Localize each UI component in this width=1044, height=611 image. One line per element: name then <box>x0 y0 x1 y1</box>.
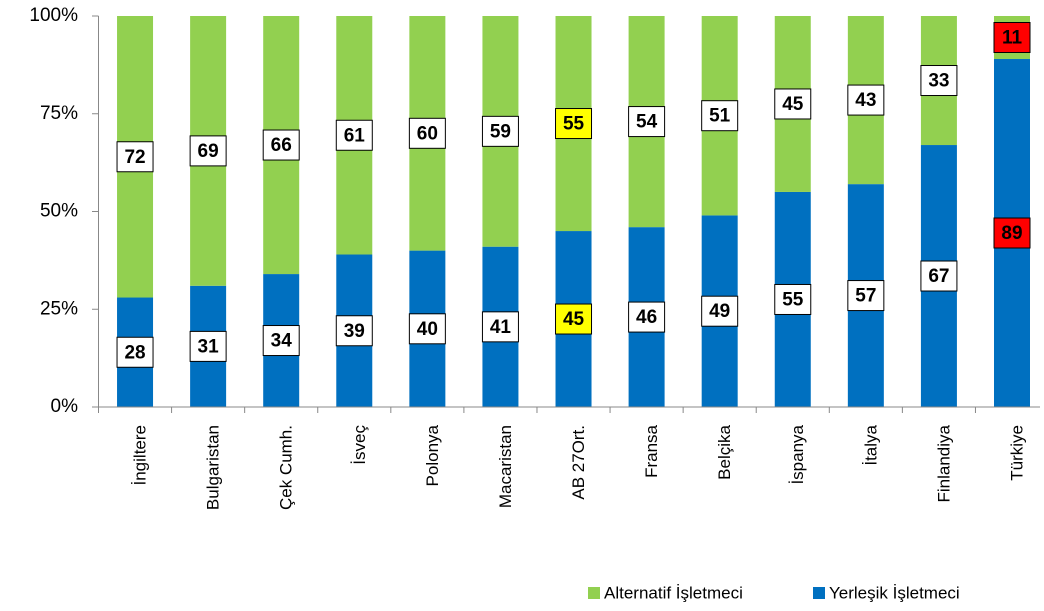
legend-label: Alternatif İşletmeci <box>604 583 743 602</box>
legend-label: Yerleşik İşletmeci <box>829 583 960 602</box>
data-label: 89 <box>1001 223 1022 244</box>
data-label: 33 <box>928 71 949 92</box>
data-label-box <box>189 330 227 362</box>
data-label-box <box>920 65 958 97</box>
data-label-box <box>408 313 446 345</box>
data-label: 59 <box>490 121 511 142</box>
data-label: 41 <box>490 317 512 338</box>
data-label-box <box>481 115 519 147</box>
x-tick-label: Bulgaristan <box>204 425 223 510</box>
data-label: 31 <box>198 336 220 357</box>
data-label-box <box>701 100 739 132</box>
data-label-box <box>920 260 958 292</box>
data-label-box <box>408 117 446 149</box>
y-tick-label: 25% <box>40 298 78 319</box>
data-label: 46 <box>636 307 657 328</box>
data-label-box <box>189 135 227 167</box>
x-tick-label: AB 27Ort. <box>569 425 588 500</box>
x-tick-label: Belçika <box>715 424 734 479</box>
data-label: 39 <box>344 321 365 342</box>
x-tick-label: İspanya <box>788 424 807 484</box>
data-label: 55 <box>782 289 804 310</box>
data-label: 69 <box>198 141 219 162</box>
y-tick-label: 50% <box>40 201 78 222</box>
data-label-box <box>116 336 154 368</box>
data-label-box <box>555 303 593 335</box>
x-tick-label: Fransa <box>642 424 661 477</box>
data-label-box <box>701 295 739 327</box>
data-label: 54 <box>636 112 658 133</box>
data-label-box <box>262 325 300 357</box>
data-label: 61 <box>344 125 366 146</box>
data-label-box <box>555 108 593 140</box>
data-label: 55 <box>563 114 585 135</box>
data-label: 49 <box>709 301 730 322</box>
data-label: 60 <box>417 123 438 144</box>
x-tick-label: Polonya <box>423 424 442 486</box>
data-label-box <box>262 129 300 161</box>
data-label: 57 <box>855 286 876 307</box>
x-tick-label: İngiltere <box>131 425 150 485</box>
x-tick-label: Çek Cumh. <box>277 425 296 510</box>
data-label-box <box>335 315 373 347</box>
data-label: 40 <box>417 319 438 340</box>
data-label: 51 <box>709 106 731 127</box>
data-label: 67 <box>928 266 949 287</box>
data-label-box <box>993 217 1031 249</box>
data-label: 72 <box>124 147 145 168</box>
data-label-box <box>335 119 373 151</box>
data-label-box <box>628 106 666 138</box>
data-label: 28 <box>124 342 145 363</box>
x-tick-label: İtalya <box>861 424 880 465</box>
data-label-box <box>847 84 885 116</box>
data-label: 34 <box>271 331 293 352</box>
data-label-box <box>628 301 666 333</box>
data-label: 45 <box>563 309 585 330</box>
data-label-box <box>847 280 885 312</box>
data-label-box <box>774 283 812 315</box>
data-label-box <box>116 141 154 173</box>
y-tick-label: 0% <box>51 396 79 417</box>
y-tick-label: 75% <box>40 103 78 124</box>
legend-swatch <box>588 587 600 599</box>
x-tick-label: Türkiye <box>1007 425 1026 481</box>
data-label-box <box>993 22 1031 54</box>
data-label: 11 <box>1002 28 1023 49</box>
x-tick-label: Finlandiya <box>934 424 953 502</box>
data-label-box <box>774 88 812 120</box>
data-label: 43 <box>855 90 876 111</box>
x-tick-label: Macaristan <box>496 425 515 508</box>
data-label: 66 <box>271 135 292 156</box>
data-label: 45 <box>782 94 804 115</box>
legend-swatch <box>813 587 825 599</box>
y-tick-label: 100% <box>29 5 78 26</box>
x-tick-label: İsveç <box>350 425 369 465</box>
data-label-box <box>481 311 519 343</box>
